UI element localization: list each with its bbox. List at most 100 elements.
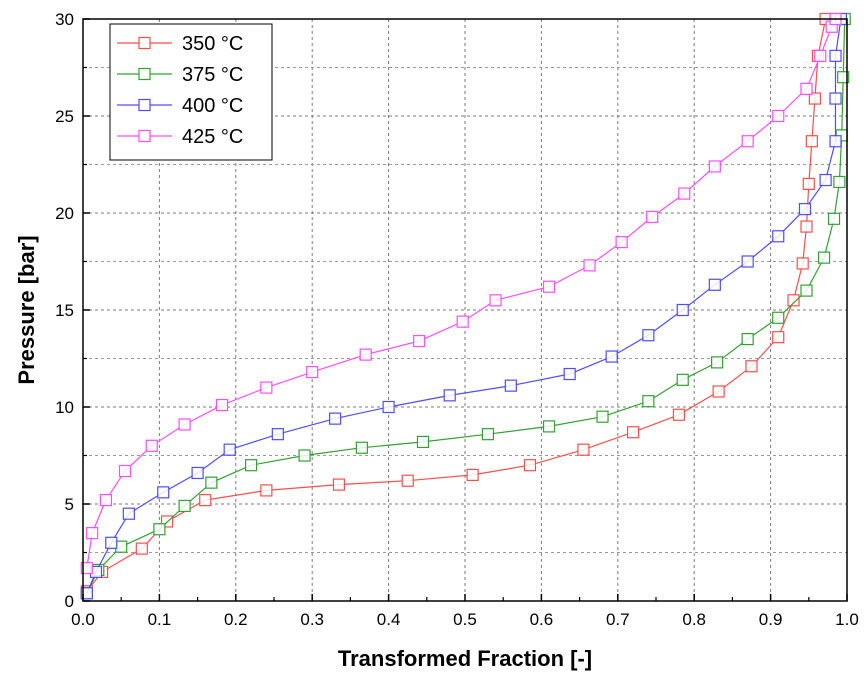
- series-3: [80, 12, 842, 575]
- data-point-marker: [135, 542, 148, 555]
- data-point-marker: [542, 280, 556, 293]
- x-tick-label: 0.5: [453, 610, 477, 629]
- data-point-marker: [329, 412, 342, 425]
- data-point-marker: [489, 294, 502, 307]
- y-tick-label: 30: [55, 10, 74, 29]
- data-point-marker: [678, 187, 691, 200]
- data-point-marker: [596, 410, 609, 423]
- legend-marker: [138, 129, 151, 143]
- data-point-marker: [829, 135, 842, 148]
- x-axis-title: Transformed Fraction [-]: [338, 646, 592, 671]
- x-tick-label: 0.2: [224, 610, 248, 629]
- data-point-marker: [626, 426, 640, 439]
- data-point-marker: [808, 92, 822, 105]
- data-point-marker: [205, 476, 218, 489]
- data-point-marker: [805, 135, 818, 148]
- data-point-marker: [827, 212, 841, 225]
- data-point-marker: [833, 175, 846, 189]
- data-point-marker: [708, 278, 721, 291]
- data-point-marker: [772, 230, 785, 243]
- data-point-marker: [260, 484, 273, 497]
- x-tick-label: 0.9: [759, 610, 783, 629]
- y-axis-title: Pressure [bar]: [14, 235, 39, 384]
- data-point-marker: [481, 428, 495, 441]
- data-point-marker: [741, 255, 754, 268]
- data-point-marker: [817, 251, 831, 264]
- y-tick-label: 5: [65, 495, 74, 514]
- data-point-marker: [772, 331, 785, 344]
- data-point-marker: [745, 360, 758, 373]
- data-point-marker: [646, 210, 659, 223]
- legend-label: 350 °C: [182, 33, 243, 55]
- data-point-marker: [642, 329, 655, 342]
- data-point-marker: [359, 348, 372, 361]
- data-point-marker: [583, 259, 596, 272]
- legend-items: 350 °C 375 °C 400 °C 425 °C: [117, 33, 243, 148]
- data-point-marker: [271, 428, 284, 441]
- data-point-marker: [382, 400, 395, 414]
- data-point-marker: [829, 49, 842, 62]
- x-tick-label: 0.7: [606, 610, 630, 629]
- data-point-marker: [708, 160, 721, 173]
- data-point-marker: [355, 441, 368, 454]
- data-point-marker: [787, 294, 800, 307]
- data-point-marker: [712, 385, 725, 398]
- data-point-marker: [466, 468, 479, 481]
- y-tick-label: 0: [65, 592, 74, 611]
- legend-marker: [138, 67, 151, 81]
- data-point-marker: [504, 379, 517, 392]
- x-tick-label: 0.1: [148, 610, 172, 629]
- data-point-marker: [563, 367, 576, 381]
- data-point-marker: [122, 507, 135, 520]
- legend-entry: 375 °C: [117, 64, 243, 86]
- data-point-marker: [118, 464, 132, 478]
- legend-entry: 350 °C: [117, 33, 243, 55]
- data-point-marker: [814, 49, 827, 62]
- data-point-marker: [798, 203, 812, 216]
- data-point-marker: [298, 449, 311, 462]
- series-layer: [80, 12, 851, 600]
- legend-marker: [138, 36, 151, 50]
- data-point-marker: [772, 109, 785, 123]
- y-tick-label: 15: [55, 301, 74, 320]
- legend-entry: 400 °C: [117, 95, 243, 117]
- data-point-marker: [605, 350, 618, 363]
- data-point-marker: [523, 459, 537, 472]
- data-point-marker: [837, 71, 850, 84]
- data-point-marker: [145, 439, 158, 452]
- x-tick-label: 1.0: [835, 610, 859, 629]
- data-point-marker: [416, 435, 430, 449]
- data-point-marker: [800, 284, 813, 297]
- data-point-marker: [413, 334, 426, 348]
- ticks: 0.0 0.1 0.2 0.3 0.4 0.5 0.6 0.7 0.8 0.9 1.0 0 5 10 15 2…: [55, 10, 859, 629]
- legend-entry: 425 °C: [117, 126, 243, 148]
- legend-label: 425 °C: [182, 126, 243, 148]
- legend-label: 375 °C: [182, 64, 243, 86]
- data-point-marker: [86, 526, 99, 540]
- data-point-marker: [157, 486, 170, 499]
- legend-label: 400 °C: [182, 95, 243, 117]
- data-point-marker: [260, 381, 273, 394]
- data-point-marker: [99, 494, 113, 507]
- y-tick-label: 20: [55, 204, 74, 223]
- legend-marker: [138, 98, 151, 112]
- data-point-marker: [178, 499, 191, 513]
- x-tick-label: 0.8: [682, 610, 706, 629]
- series-line: [86, 18, 827, 592]
- x-tick-label: 0.0: [71, 610, 95, 629]
- data-point-marker: [672, 408, 686, 421]
- data-point-marker: [244, 459, 258, 472]
- data-point-marker: [741, 333, 754, 346]
- legend: 350 °C 375 °C 400 °C 425 °C: [109, 23, 273, 161]
- data-point-marker: [800, 82, 813, 95]
- grid: [83, 19, 847, 601]
- data-point-marker: [199, 494, 212, 507]
- series-2: [80, 12, 847, 600]
- data-point-marker: [332, 478, 346, 491]
- data-point-marker: [153, 523, 166, 536]
- data-point-marker: [772, 311, 785, 324]
- data-point-marker: [741, 135, 754, 148]
- data-point-marker: [796, 257, 809, 270]
- data-point-marker: [191, 466, 204, 480]
